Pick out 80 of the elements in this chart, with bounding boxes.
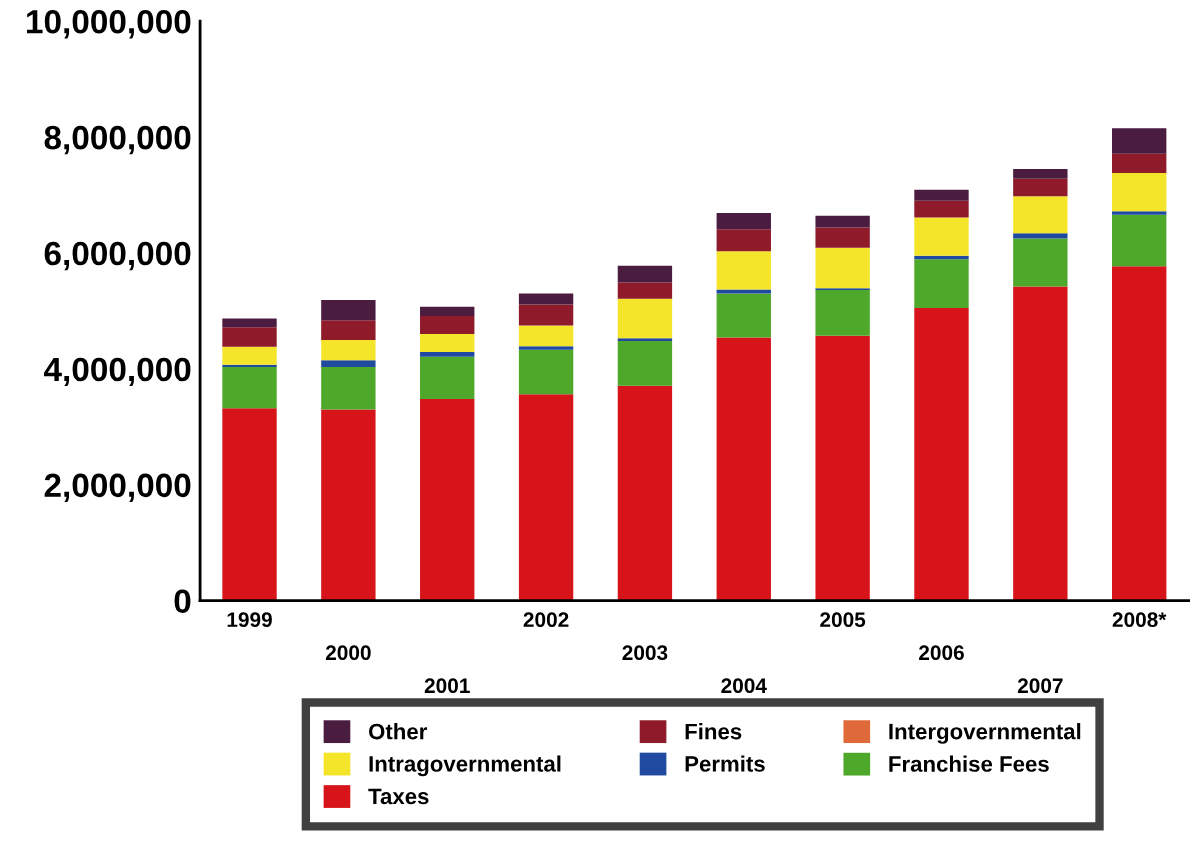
bar — [321, 299, 376, 321]
bar — [1112, 266, 1167, 601]
bar — [914, 217, 969, 256]
bar — [914, 200, 969, 218]
bar — [716, 293, 771, 338]
legend-label: Other — [368, 723, 427, 740]
bar — [815, 227, 870, 248]
x-tick-label: 2002 — [523, 612, 569, 628]
bar — [518, 325, 574, 347]
y-tick-label: 4,000,000 — [43, 357, 191, 387]
bar — [321, 360, 376, 368]
bar — [321, 339, 376, 361]
bar — [815, 335, 870, 601]
bar — [222, 327, 277, 347]
bar — [1013, 238, 1068, 287]
bar — [420, 398, 475, 601]
bar — [420, 352, 475, 357]
bar — [617, 265, 673, 283]
x-tick-label: 2006 — [919, 645, 964, 661]
legend-label: Intergovernmental — [889, 723, 1081, 744]
x-tick-label: 2008* — [1112, 612, 1167, 628]
bar — [518, 349, 574, 395]
bar — [420, 356, 475, 399]
bar — [420, 334, 475, 353]
bar — [222, 318, 277, 328]
bar — [1013, 286, 1068, 601]
bar — [1013, 178, 1068, 197]
bar — [716, 212, 771, 230]
legend-label: Taxes — [368, 788, 429, 805]
bar — [1112, 211, 1167, 215]
bar — [914, 308, 969, 601]
x-tick-label: 2001 — [424, 678, 470, 694]
bar — [815, 290, 870, 336]
bar — [1112, 172, 1167, 212]
bar — [914, 259, 969, 309]
bar — [617, 282, 673, 299]
bar — [518, 304, 574, 326]
bar — [1013, 168, 1068, 179]
y-tick-label: 6,000,000 — [44, 241, 191, 271]
bar — [222, 346, 277, 365]
bar — [1013, 233, 1068, 239]
x-tick-label: 2000 — [325, 645, 371, 661]
bar — [815, 215, 870, 228]
bar — [321, 409, 376, 601]
bar — [716, 289, 771, 294]
bar — [716, 229, 771, 252]
bar — [716, 251, 771, 290]
bar — [420, 306, 475, 317]
x-tick-label: 1999 — [227, 612, 272, 628]
bar — [1112, 153, 1167, 173]
bar — [518, 346, 574, 350]
y-tick-label: 10,000,000 — [27, 9, 191, 39]
bar — [617, 385, 673, 601]
legend-label: Intragovernmental — [369, 755, 561, 777]
y-tick-label: 8,000,000 — [44, 125, 191, 155]
y-tick-label: 0 — [174, 589, 191, 614]
bar — [1013, 196, 1068, 234]
x-tick-label: 2003 — [622, 645, 668, 661]
bar — [617, 341, 673, 386]
bar — [420, 316, 475, 335]
x-tick-label: 2007 — [1017, 678, 1063, 694]
legend-label: Fines — [685, 723, 742, 740]
bar — [518, 293, 574, 305]
legend-label: Franchise Fees — [889, 755, 1049, 772]
bar — [716, 337, 771, 601]
x-tick-label: 2004 — [721, 678, 767, 694]
y-tick-label: 2,000,000 — [44, 473, 191, 502]
bar — [1112, 128, 1167, 154]
bar — [222, 367, 277, 409]
bar — [222, 408, 277, 601]
bar — [815, 247, 870, 289]
bar — [617, 298, 673, 339]
legend-label: Permits — [685, 755, 765, 772]
x-tick-label: 2005 — [820, 612, 866, 628]
bar — [518, 394, 574, 601]
bar — [321, 320, 376, 340]
bar — [914, 189, 969, 201]
bar — [617, 338, 673, 342]
bar — [1112, 214, 1167, 267]
bar — [321, 367, 376, 410]
